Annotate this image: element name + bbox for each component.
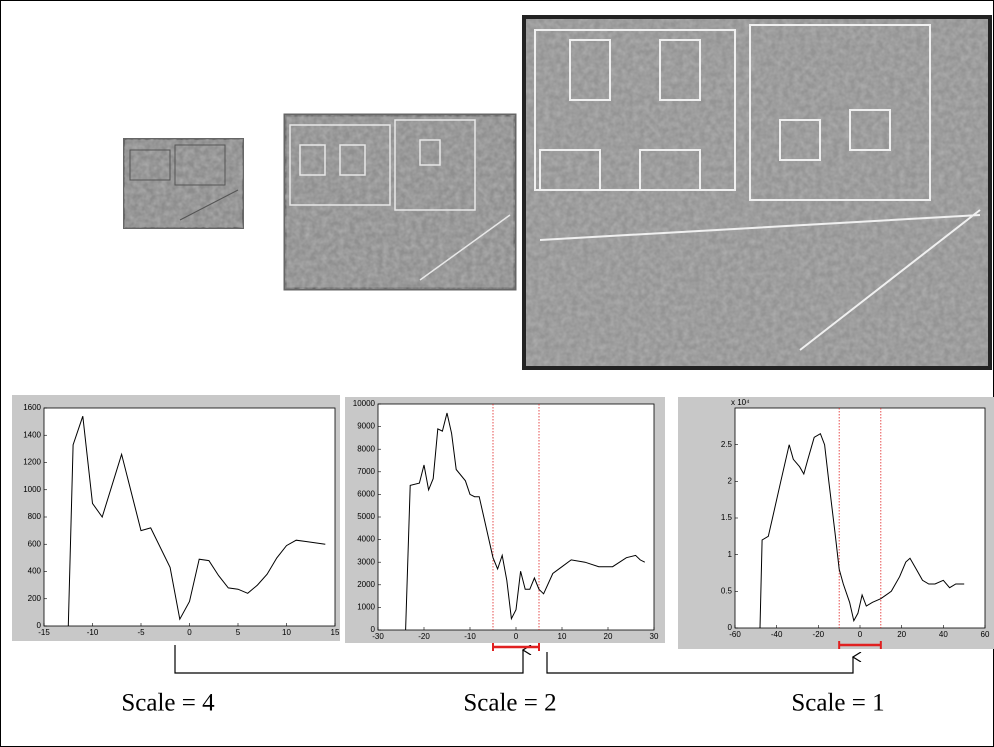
y-tick-label: 1400 bbox=[23, 430, 41, 439]
x-tick-label: 10 bbox=[282, 628, 291, 637]
y-tick-label: 0 bbox=[728, 623, 733, 632]
y-tick-label: 4000 bbox=[357, 535, 375, 544]
y-multiplier: x 10⁴ bbox=[731, 398, 750, 407]
y-tick-label: 6000 bbox=[357, 490, 375, 499]
x-tick-label: 5 bbox=[236, 628, 241, 637]
y-tick-label: 2000 bbox=[357, 580, 375, 589]
y-tick-label: 1600 bbox=[23, 403, 41, 412]
x-tick-label: 0 bbox=[187, 628, 192, 637]
arrow bbox=[547, 652, 853, 673]
y-tick-label: 9000 bbox=[357, 422, 375, 431]
image-scale-2 bbox=[285, 115, 515, 289]
plot-area bbox=[378, 404, 654, 630]
y-tick-label: 1.5 bbox=[721, 513, 733, 522]
y-tick-label: 0 bbox=[371, 625, 376, 634]
x-tick-label: 30 bbox=[650, 632, 659, 641]
x-tick-label: 40 bbox=[939, 630, 948, 639]
y-tick-label: 1000 bbox=[23, 485, 41, 494]
y-tick-label: 7000 bbox=[357, 467, 375, 476]
y-tick-label: 2.5 bbox=[721, 440, 733, 449]
plot-area bbox=[44, 408, 335, 626]
image-scale-1 bbox=[524, 17, 990, 368]
scale-caption: Scale = 2 bbox=[463, 690, 556, 717]
image-scale-4 bbox=[124, 139, 243, 228]
y-tick-label: 5000 bbox=[357, 512, 375, 521]
x-tick-label: -20 bbox=[813, 630, 825, 639]
y-tick-label: 800 bbox=[28, 512, 42, 521]
x-tick-label: 15 bbox=[331, 628, 340, 637]
y-tick-label: 10000 bbox=[353, 399, 376, 408]
y-tick-label: 600 bbox=[28, 539, 42, 548]
x-tick-label: 0 bbox=[514, 632, 519, 641]
x-tick-label: -10 bbox=[87, 628, 99, 637]
scale-caption: Scale = 4 bbox=[121, 690, 215, 717]
y-tick-label: 0.5 bbox=[721, 586, 733, 595]
y-tick-label: 3000 bbox=[357, 557, 375, 566]
x-tick-label: 10 bbox=[558, 632, 567, 641]
y-tick-label: 400 bbox=[28, 567, 42, 576]
scale-caption: Scale = 1 bbox=[791, 690, 884, 717]
y-tick-label: 2 bbox=[728, 476, 733, 485]
y-tick-label: 1 bbox=[728, 550, 733, 559]
y-tick-label: 8000 bbox=[357, 444, 375, 453]
x-tick-label: -5 bbox=[137, 628, 145, 637]
x-tick-label: 20 bbox=[604, 632, 613, 641]
x-tick-label: 20 bbox=[897, 630, 906, 639]
x-tick-label: -10 bbox=[464, 632, 476, 641]
arrow bbox=[175, 645, 523, 673]
x-tick-label: 60 bbox=[981, 630, 990, 639]
figure: -15-10-505101502004006008001000120014001… bbox=[0, 0, 994, 747]
x-tick-label: -20 bbox=[418, 632, 430, 641]
y-tick-label: 1200 bbox=[23, 458, 41, 467]
x-tick-label: -40 bbox=[771, 630, 783, 639]
x-tick-label: 0 bbox=[858, 630, 863, 639]
y-tick-label: 1000 bbox=[357, 603, 375, 612]
y-tick-label: 200 bbox=[28, 594, 42, 603]
y-tick-label: 0 bbox=[37, 621, 42, 630]
